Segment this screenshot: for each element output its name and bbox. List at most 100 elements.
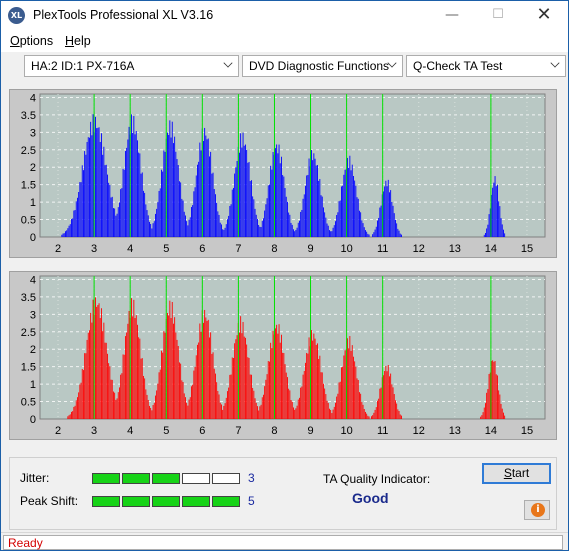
top-chart-bar (240, 133, 242, 237)
bottom-chart-bar (174, 317, 176, 419)
bottom-chart-bar (362, 404, 364, 419)
top-chart-bar (81, 165, 83, 237)
top-chart-bar (315, 165, 317, 237)
top-chart-x-tick: 13 (449, 243, 461, 255)
start-accel: S (503, 466, 512, 480)
jitter-led-5 (212, 473, 240, 484)
bottom-chart-bar (125, 336, 126, 419)
bottom-chart-bar (71, 411, 72, 419)
bottom-chart-bar (320, 372, 322, 419)
bottom-chart-x-tick: 15 (521, 425, 533, 437)
top-chart-bar (331, 231, 333, 237)
bottom-chart-bar (140, 358, 142, 419)
bottom-chart-bar (371, 416, 372, 419)
top-chart-x-tick: 11 (377, 243, 388, 255)
minimize-button[interactable]: — (445, 7, 459, 23)
top-chart-bar (275, 148, 276, 237)
jitter-led-2 (122, 473, 150, 484)
bottom-chart-bar (249, 374, 251, 419)
bottom-chart-bar (305, 362, 306, 419)
top-chart-bar (236, 161, 238, 237)
top-chart-bar (261, 220, 263, 237)
bottom-chart-bar (326, 400, 328, 419)
bottom-chart-bar (294, 409, 296, 419)
test-select[interactable]: Q-Check TA Test (406, 55, 566, 77)
top-chart-bar (203, 140, 204, 237)
top-chart-bar (498, 201, 500, 237)
top-chart-bar (296, 227, 298, 237)
bottom-chart-bar (146, 394, 148, 419)
bottom-chart-bar (380, 387, 382, 419)
test-select-value: Q-Check TA Test (413, 59, 503, 73)
top-chart-bar (355, 185, 357, 237)
top-chart-bar (170, 137, 172, 237)
top-chart-bar (191, 207, 192, 237)
top-chart-bar (114, 208, 116, 237)
info-button[interactable]: i (524, 500, 550, 520)
bottom-chart-bar (361, 402, 363, 419)
bottom-chart-bar (497, 375, 498, 419)
top-chart-bar (343, 174, 345, 237)
top-chart-bar (115, 215, 117, 237)
menu-help[interactable]: Help (65, 34, 91, 48)
top-chart-bar (281, 156, 282, 237)
top-chart-bar (103, 146, 105, 237)
start-button[interactable]: Start (482, 463, 551, 484)
top-chart-y-tick: 3.5 (21, 110, 36, 122)
function-select[interactable]: DVD Diagnostic Functions (242, 55, 403, 77)
top-chart-bar (248, 161, 250, 237)
top-chart-bar (377, 220, 378, 237)
maximize-button[interactable]: ☐ (492, 7, 504, 22)
top-chart-bar (375, 226, 377, 237)
bottom-chart-bar (393, 394, 395, 419)
bottom-chart-bar (211, 353, 213, 419)
top-chart-bar (288, 212, 290, 237)
top-chart-bar (171, 121, 173, 237)
bottom-chart-bar (485, 403, 486, 419)
top-chart-bar (235, 167, 237, 237)
top-chart-bar (504, 233, 506, 237)
bottom-chart-bar (198, 342, 200, 419)
top-chart-bar (173, 143, 174, 237)
title-bar[interactable]: XL PlexTools Professional XL V3.16 — ☐ ✕ (1, 1, 568, 31)
top-chart-bar (159, 188, 161, 237)
bottom-chart-bar (291, 401, 293, 419)
peak-shift-label: Peak Shift: (20, 494, 79, 508)
top-chart-bar (271, 169, 273, 237)
bottom-chart-bar (164, 332, 166, 419)
bottom-chart-bar (324, 388, 326, 419)
bottom-chart-bar (260, 404, 262, 419)
bottom-chart-bar (275, 328, 276, 419)
bottom-chart-bar (83, 370, 84, 419)
top-chart-bar (151, 228, 153, 237)
bottom-chart-bar (392, 387, 394, 419)
bottom-chart-bar (246, 344, 248, 419)
bottom-chart-bar (503, 412, 504, 419)
bottom-chart-bar (389, 376, 390, 419)
top-chart-bar (313, 153, 315, 237)
top-chart-bar (485, 232, 486, 237)
top-chart-bar (133, 116, 135, 237)
top-chart-bar (297, 222, 299, 237)
top-chart-bar (68, 225, 70, 237)
bottom-chart-bar (233, 358, 234, 419)
bottom-chart-bar (158, 372, 160, 419)
top-chart-bar (348, 167, 350, 237)
bottom-chart-bar (285, 372, 287, 419)
top-chart-x-tick: 7 (235, 243, 241, 255)
bottom-chart-bar (126, 332, 128, 419)
top-chart-bar (293, 229, 294, 237)
bottom-chart-x-tick: 13 (449, 425, 461, 437)
bottom-chart-bar (209, 337, 210, 419)
bottom-chart-bar (363, 408, 365, 419)
peak-shift-led-3 (152, 496, 180, 507)
menu-options[interactable]: Options (10, 34, 53, 48)
drive-select[interactable]: HA:2 ID:1 PX-716A (24, 55, 239, 77)
top-chart-bar (247, 162, 249, 237)
jitter-histogram-top: 4 3.5 3 2.5 2 1.5 1 0.5 0 2 3 4 5 6 7 8 9 10 11 12 13 14 15 (9, 89, 557, 258)
top-chart-bar (276, 144, 278, 237)
bottom-chart-bar (351, 345, 353, 419)
bottom-chart-bar (115, 399, 117, 419)
close-button[interactable]: ✕ (536, 4, 552, 25)
top-chart-bar (338, 201, 340, 237)
